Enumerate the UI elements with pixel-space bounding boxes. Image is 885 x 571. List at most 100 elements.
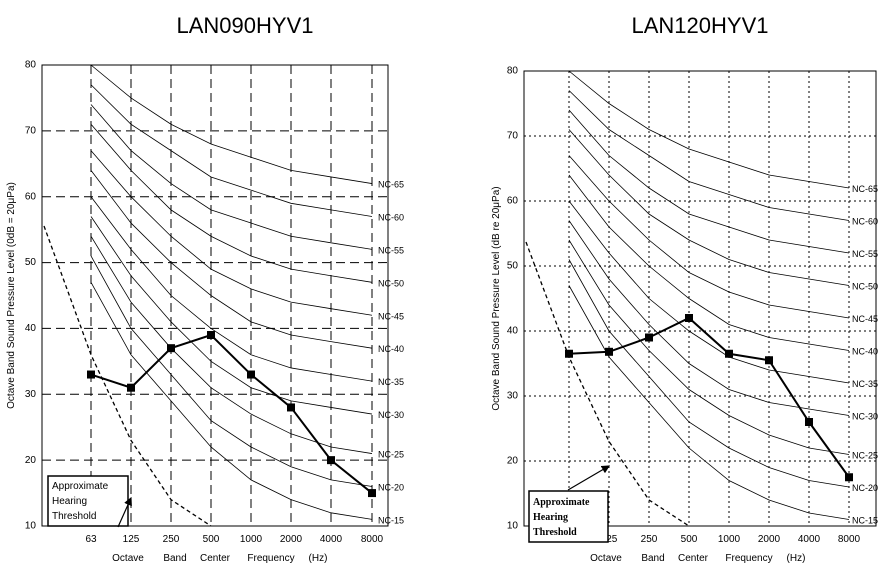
y-tick-label: 70 bbox=[507, 131, 519, 142]
x-tick-label: 125 bbox=[123, 534, 140, 545]
x-tick-label: 1000 bbox=[240, 534, 263, 545]
nc-curve bbox=[568, 239, 850, 455]
data-point bbox=[845, 473, 853, 482]
y-tick-label: 70 bbox=[25, 125, 37, 136]
y-axis-label: Octave Band Sound Pressure Level (0dB = … bbox=[6, 182, 17, 409]
x-tick-label: 125 bbox=[601, 534, 618, 545]
y-tick-label: 30 bbox=[25, 389, 37, 400]
x-tick-label: 2000 bbox=[280, 534, 303, 545]
x-tick-label: 8000 bbox=[361, 534, 384, 545]
nc-curve bbox=[568, 155, 850, 319]
nc-curve-label: NC-55 bbox=[378, 245, 404, 255]
nc-curve-label: NC-45 bbox=[378, 311, 404, 321]
y-tick-label: 20 bbox=[507, 456, 519, 467]
y-tick-label: 60 bbox=[25, 191, 37, 202]
x-axis-label: Band bbox=[641, 553, 664, 564]
x-tick-label: 2000 bbox=[758, 534, 781, 545]
y-tick-label: 50 bbox=[507, 261, 519, 272]
data-point bbox=[605, 347, 613, 356]
y-tick-label: 60 bbox=[507, 196, 519, 207]
nc-curve bbox=[90, 196, 373, 382]
y-tick-label: 10 bbox=[507, 521, 519, 532]
nc-curve-label: NC-60 bbox=[852, 217, 878, 227]
threshold-label-text: Hearing bbox=[533, 512, 568, 523]
x-tick-label: 4000 bbox=[320, 534, 343, 545]
hearing-threshold-curve bbox=[43, 225, 212, 527]
hearing-threshold-curve bbox=[525, 241, 690, 527]
nc-curve bbox=[90, 150, 373, 316]
threshold-label-text: Threshold bbox=[52, 511, 96, 522]
nc-curve-label: NC-40 bbox=[378, 344, 404, 354]
x-tick-label: 8000 bbox=[838, 534, 861, 545]
y-tick-label: 50 bbox=[25, 257, 37, 268]
nc-curve bbox=[568, 109, 850, 254]
nc-curve bbox=[90, 64, 373, 184]
series-line bbox=[90, 333, 373, 494]
x-axis-label: Octave bbox=[590, 553, 622, 564]
data-point bbox=[645, 333, 653, 342]
nc-curve bbox=[90, 282, 373, 520]
threshold-label-box bbox=[528, 490, 609, 543]
x-axis-label: Octave bbox=[112, 553, 144, 564]
plot-frame bbox=[41, 64, 389, 527]
nc-curve bbox=[90, 255, 373, 487]
chart-title: LAN120HYV1 bbox=[632, 13, 769, 38]
y-tick-label: 80 bbox=[507, 66, 519, 77]
data-point bbox=[247, 370, 255, 379]
threshold-arrow bbox=[567, 465, 611, 491]
chart-title: LAN090HYV1 bbox=[177, 13, 314, 38]
data-point bbox=[765, 356, 773, 365]
nc-curve-label: NC-40 bbox=[852, 347, 878, 357]
nc-curve-label: NC-15 bbox=[852, 516, 878, 526]
data-point bbox=[127, 383, 135, 392]
data-point bbox=[805, 418, 813, 426]
plot-frame bbox=[523, 70, 877, 527]
x-axis-label: (Hz) bbox=[787, 553, 806, 564]
nc-curve bbox=[90, 84, 373, 217]
data-point bbox=[685, 314, 693, 322]
nc-curve bbox=[568, 129, 850, 286]
data-point bbox=[327, 456, 335, 465]
x-tick-label: 250 bbox=[641, 534, 658, 545]
x-axis-label: Frequency bbox=[247, 553, 294, 564]
x-tick-label: 250 bbox=[163, 534, 180, 545]
nc-curve bbox=[568, 259, 850, 488]
nc-curve bbox=[90, 236, 373, 454]
nc-curve-label: NC-35 bbox=[378, 377, 404, 387]
threshold-label-text: Approximate bbox=[533, 497, 590, 508]
nc-curve bbox=[568, 220, 850, 416]
x-axis-label: (Hz) bbox=[309, 553, 328, 564]
nc-curve-label: NC-20 bbox=[378, 482, 404, 492]
threshold-label-text: Hearing bbox=[52, 496, 87, 507]
y-tick-label: 40 bbox=[507, 326, 519, 337]
x-axis-label: Center bbox=[678, 553, 709, 564]
y-tick-label: 10 bbox=[25, 521, 37, 532]
x-axis-label: Frequency bbox=[725, 553, 772, 564]
data-point bbox=[565, 349, 573, 358]
x-tick-label: 63 bbox=[85, 534, 97, 545]
y-tick-label: 40 bbox=[25, 323, 37, 334]
x-tick-label: 4000 bbox=[798, 534, 821, 545]
nc-curve-label: NC-30 bbox=[378, 410, 404, 420]
chart-2: LAN120HYV1102030405060708063125250500100… bbox=[491, 13, 878, 564]
nc-curve-label: NC-60 bbox=[378, 212, 404, 222]
data-point bbox=[87, 370, 95, 379]
nc-curve-label: NC-25 bbox=[378, 450, 404, 460]
y-tick-label: 20 bbox=[25, 455, 37, 466]
threshold-arrow bbox=[117, 496, 132, 528]
nc-curve bbox=[568, 285, 850, 520]
nc-curve bbox=[568, 90, 850, 221]
nc-curve-label: NC-25 bbox=[852, 451, 878, 461]
chart-1: LAN090HYV1 10 20 30 40 50 60 70 80 63 125 250 500 100… bbox=[6, 13, 404, 564]
y-tick-label: 30 bbox=[507, 391, 519, 402]
y-axis-label: Octave Band Sound Pressure Level (dB re … bbox=[491, 186, 502, 410]
nc-curve-label: NC-65 bbox=[378, 180, 404, 190]
nc-curve bbox=[568, 200, 850, 384]
nc-curve bbox=[568, 174, 850, 351]
y-tick-label: 80 bbox=[25, 60, 37, 71]
nc-curve bbox=[568, 70, 850, 189]
nc-curve bbox=[90, 216, 373, 415]
data-point bbox=[167, 344, 175, 353]
nc-curve-label: NC-50 bbox=[378, 278, 404, 288]
x-tick-label: 1000 bbox=[718, 534, 741, 545]
